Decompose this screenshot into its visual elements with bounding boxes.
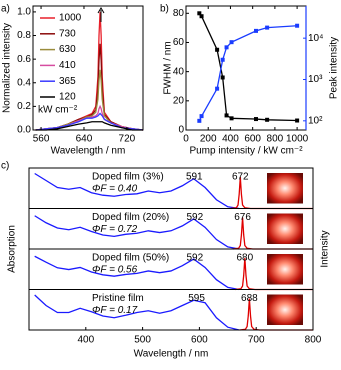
quantum-yield: ΦF = 0.56 xyxy=(92,265,138,276)
y2-axis-label: Intensity xyxy=(320,230,331,267)
marker xyxy=(229,116,234,121)
y2-tick-label: 10⁴ xyxy=(308,33,323,44)
subplot-frame xyxy=(28,289,314,331)
absorption-peak-label: 592 xyxy=(187,253,204,264)
x-tick-label: 0 xyxy=(183,134,189,145)
absorption-line xyxy=(34,294,240,331)
photo xyxy=(267,254,303,285)
photo xyxy=(267,294,303,325)
x-tick-label: 400 xyxy=(222,134,239,145)
absorption-line xyxy=(34,172,240,210)
legend-label: 410 xyxy=(59,60,76,71)
spectrum-line xyxy=(35,69,144,131)
legend-label: 630 xyxy=(59,44,76,55)
marker xyxy=(265,25,270,30)
emission-peak-label: 672 xyxy=(232,172,249,183)
y-tick-label: 60 xyxy=(173,37,185,48)
x-tick-label: 560 xyxy=(33,134,50,145)
x-tick-label: 640 xyxy=(76,134,93,145)
legend-label: 365 xyxy=(59,76,76,87)
marker xyxy=(229,40,234,45)
sample-name: Doped film (3%) xyxy=(92,172,164,183)
marker xyxy=(215,47,220,52)
marker xyxy=(254,117,258,122)
y2-tick-label: 10² xyxy=(308,115,323,126)
spectrum-line xyxy=(35,112,144,131)
y-axis-label: Normalized intensity xyxy=(2,23,13,113)
x-tick-label: 600 xyxy=(244,134,261,145)
marker xyxy=(199,114,204,119)
marker xyxy=(220,75,225,80)
y-tick-label: 0.0 xyxy=(17,125,31,136)
legend-label: 1000 xyxy=(59,13,82,24)
emission-peak-label: 680 xyxy=(236,253,253,264)
x-axis-label: Pump intensity / kW cm⁻² xyxy=(189,146,303,157)
y-tick-label: 40 xyxy=(173,66,185,77)
marker xyxy=(295,118,300,123)
x-tick-label: 800 xyxy=(267,134,284,145)
x-tick-label: 1000 xyxy=(286,134,309,145)
emission-peak-label: 676 xyxy=(234,212,251,223)
x-tick-label: 400 xyxy=(77,335,94,346)
x-tick-label: 600 xyxy=(191,335,208,346)
photo xyxy=(267,173,303,204)
y2-tick-label: 10³ xyxy=(308,74,323,85)
legend-label: 730 xyxy=(59,28,76,39)
y-tick-label: 0.4 xyxy=(17,77,31,88)
series-line xyxy=(198,12,298,122)
absorption-line xyxy=(34,215,240,250)
x-axis-label: Wavelength / nm xyxy=(51,146,126,157)
y2-axis-label: Peak intensity xyxy=(329,37,340,99)
absorption-peak-label: 595 xyxy=(188,293,205,304)
plot-frame xyxy=(32,5,144,131)
y-axis-label: FWHM / nm xyxy=(163,41,174,94)
quantum-yield: ΦF = 0.17 xyxy=(92,305,138,316)
x-tick-label: 500 xyxy=(134,335,151,346)
marker xyxy=(197,11,202,16)
y-tick-label: 0.8 xyxy=(17,30,31,41)
photo xyxy=(267,213,303,244)
x-tick-label: 800 xyxy=(305,335,322,346)
legend-label: 120 xyxy=(59,92,76,103)
series-line xyxy=(198,25,298,122)
emission-peak-label: 688 xyxy=(241,293,258,304)
legend-note: kW cm⁻² xyxy=(38,104,78,115)
sample-name: Doped film (20%) xyxy=(92,212,169,223)
y-tick-label: 0.2 xyxy=(17,101,31,112)
panel-label: c) xyxy=(1,161,9,172)
spectrum-line xyxy=(35,121,143,131)
absorption-peak-label: 591 xyxy=(186,172,203,183)
sample-name: Doped film (50%) xyxy=(92,253,169,264)
marker xyxy=(224,113,229,118)
arrow-head xyxy=(97,7,105,14)
quantum-yield: ΦF = 0.72 xyxy=(92,224,138,235)
x-tick-label: 720 xyxy=(119,134,136,145)
y-axis-label: Absorption xyxy=(7,225,18,273)
x-tick-label: 700 xyxy=(248,335,265,346)
marker xyxy=(215,86,220,91)
x-axis-label: Wavelength / nm xyxy=(134,349,209,360)
marker xyxy=(224,45,229,50)
sample-name: Pristine film xyxy=(92,293,144,304)
panel-label: b) xyxy=(160,4,169,15)
marker xyxy=(265,117,270,122)
y-tick-label: 20 xyxy=(173,95,185,106)
y-tick-label: 0 xyxy=(178,125,184,136)
quantum-yield: ΦF = 0.40 xyxy=(92,184,138,195)
marker xyxy=(254,28,258,33)
absorption-peak-label: 592 xyxy=(187,212,204,223)
marker xyxy=(295,23,300,28)
absorption-line xyxy=(34,255,240,291)
x-tick-label: 200 xyxy=(200,134,217,145)
y-tick-label: 1.0 xyxy=(17,7,31,18)
marker xyxy=(197,118,202,123)
panel-label: a) xyxy=(1,4,10,15)
marker xyxy=(199,14,204,19)
y-tick-label: 80 xyxy=(173,8,185,19)
y-tick-label: 0.6 xyxy=(17,54,31,65)
marker xyxy=(220,57,225,62)
